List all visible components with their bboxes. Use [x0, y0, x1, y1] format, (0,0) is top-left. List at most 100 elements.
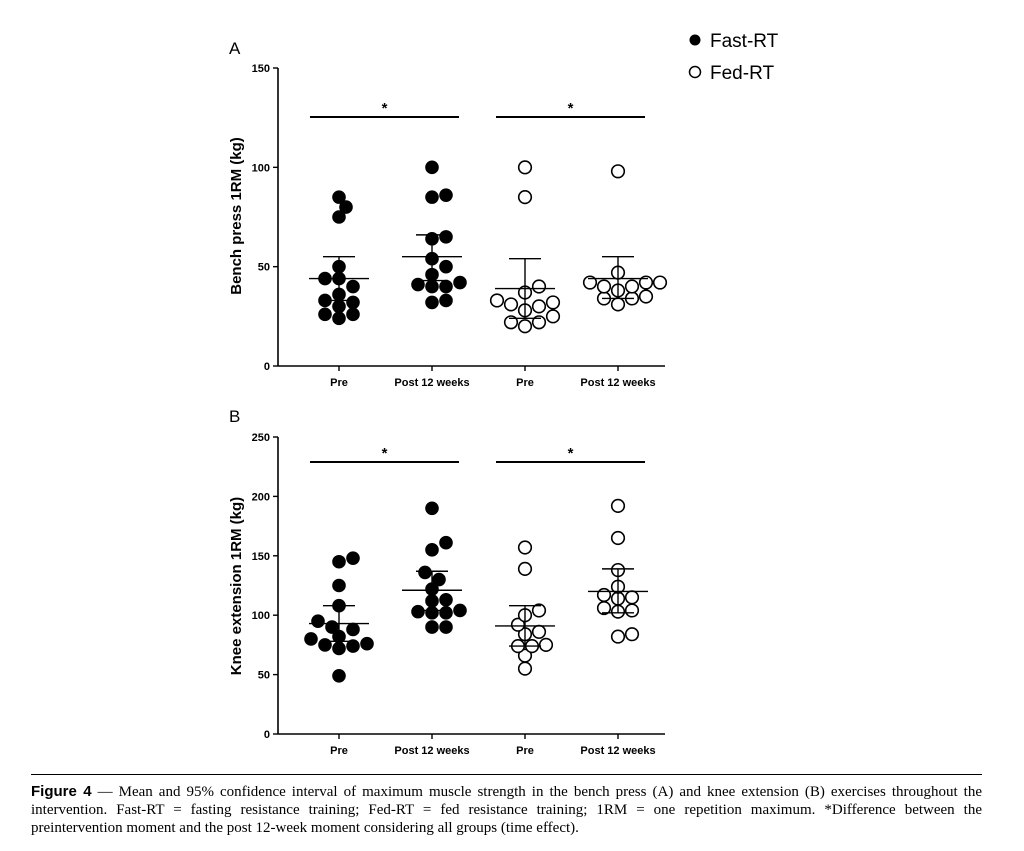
- panel-b-data-point: [624, 590, 640, 605]
- panel-a-data-point: [610, 164, 626, 179]
- panel-a-data-point: [439, 293, 453, 308]
- panel-b-data-point: [325, 620, 339, 634]
- panel-a-data-point: [610, 297, 626, 312]
- panel-b-data-point: [418, 565, 432, 580]
- panel-b-data-point: [332, 668, 346, 683]
- legend: Fast-RT Fed-RT: [688, 31, 779, 84]
- panel-a-data-point: [531, 315, 547, 330]
- panel-a-data-point: [346, 279, 360, 294]
- caption-separator: —: [97, 784, 113, 800]
- panel-a-data-point: [517, 319, 533, 334]
- panel-a-data-point: [439, 188, 453, 202]
- caption-figure-label: Figure 4: [31, 783, 92, 800]
- panel-a-data-point: [425, 160, 439, 175]
- panel-b-data-point: [453, 603, 467, 618]
- panel-b-data-point: [517, 661, 533, 676]
- panel-b-data-point: [332, 554, 346, 569]
- panel-b-y-tick-label: 200: [252, 491, 270, 503]
- panel-a-data-point: [439, 259, 453, 274]
- panel-b-data-point: [311, 614, 325, 628]
- panel-b-category-label: Pre: [516, 745, 534, 757]
- panel-b-data-point: [517, 648, 533, 663]
- caption-divider: [31, 774, 982, 775]
- panel-a-data-point: [332, 299, 346, 314]
- panel-a-data-point: [411, 277, 425, 292]
- panel-b-data-point: [610, 498, 626, 514]
- panel-a-data-point: [517, 190, 533, 205]
- panel-b-data-point: [346, 639, 360, 653]
- panel-a-data-point: [596, 279, 612, 294]
- panel-b-y-tick-label: 50: [258, 670, 270, 682]
- panel-b-y-tick-label: 100: [252, 610, 270, 622]
- panel-b-y-tick-label: 0: [264, 729, 270, 741]
- figure-chart-area: Fast-RT Fed-RT A Bench press 1RM (kg) 0 5…: [228, 31, 779, 757]
- panel-b-significance-asterisk: *: [568, 445, 574, 462]
- panel-b-data-point: [332, 641, 346, 656]
- panel-a-data-point: [582, 275, 598, 290]
- panel-a-y-tick-label: 50: [258, 262, 270, 274]
- panel-b: B Knee extension 1RM (kg) 0 50 100 150 200 25…: [228, 407, 665, 757]
- panel-b-data-point: [304, 632, 318, 646]
- panel-b-data-point: [624, 603, 640, 618]
- panel-b-data-point: [439, 535, 453, 550]
- panel-b-data-point: [439, 592, 453, 607]
- panel-a-y-tick-label: 100: [252, 162, 270, 174]
- panel-b-y-tick-label: 150: [252, 551, 270, 563]
- panel-a-category-label: Pre: [330, 377, 348, 389]
- panel-a-category-label: Post 12 weeks: [580, 377, 655, 389]
- panel-a-data-point: [318, 307, 332, 322]
- figure-caption: Figure 4 — Mean and 95% confidence inter…: [31, 783, 982, 837]
- panel-a-letter: A: [229, 39, 241, 58]
- panel-b-category-label: Pre: [330, 745, 348, 757]
- panel-a-category-label: Post 12 weeks: [394, 377, 469, 389]
- panel-b-letter: B: [229, 407, 240, 426]
- panel-a-data-point: [439, 230, 453, 244]
- panel-b-data-point: [318, 638, 332, 652]
- panel-a-significance-asterisk: *: [568, 100, 574, 117]
- panel-b-data-point: [610, 629, 626, 644]
- panel-b-data-point: [517, 561, 533, 576]
- panel-a-data-point: [638, 275, 654, 290]
- panel-b-data-point: [425, 501, 439, 516]
- panel-b-data-point: [624, 627, 640, 642]
- panel-b-category-label: Post 12 weeks: [394, 745, 469, 757]
- panel-a-y-tick-label: 0: [264, 361, 270, 373]
- panel-a-y-axis-label: Bench press 1RM (kg): [228, 137, 245, 295]
- panel-a-data-point: [439, 279, 453, 294]
- panel-a-data-point: [339, 200, 353, 214]
- panel-a-data-point: [503, 315, 519, 330]
- panel-b-data-point: [538, 637, 554, 653]
- panel-a-data-point: [425, 279, 439, 294]
- panel-a-data-point: [489, 293, 505, 308]
- panel-b-data-point: [425, 543, 439, 557]
- panel-a-data-point: [545, 295, 561, 310]
- panel-b-data-point: [425, 620, 439, 634]
- panel-a-significance-asterisk: *: [382, 100, 388, 117]
- panel-b-data-point: [439, 606, 453, 620]
- panel-a-data-point: [332, 210, 346, 224]
- panel-a-data-point: [652, 275, 668, 290]
- panel-b-category-label: Post 12 weeks: [580, 745, 655, 757]
- legend-label-fed-rt: Fed-RT: [710, 63, 774, 84]
- panel-b-data-point: [610, 530, 626, 546]
- panel-a-data-point: [517, 160, 533, 175]
- panel-a-y-tick-label: 150: [252, 63, 270, 75]
- legend-label-fast-rt: Fast-RT: [710, 31, 779, 52]
- panel-b-data-point: [531, 624, 547, 639]
- panel-b-data-point: [346, 622, 360, 637]
- panel-b-data-point: [531, 603, 547, 618]
- panel-b-data-point: [332, 578, 346, 593]
- panel-a-data-point: [425, 190, 439, 204]
- panel-a-data-point: [531, 279, 547, 294]
- panel-a-data-point: [503, 297, 519, 312]
- panel-a: A Bench press 1RM (kg) 0 50 100 150 Pre Post …: [228, 39, 668, 389]
- panel-b-data-point: [346, 551, 360, 565]
- panel-a-data-point: [624, 279, 640, 294]
- panel-b-y-axis-label: Knee extension 1RM (kg): [228, 497, 245, 675]
- panel-b-data-point: [411, 604, 425, 619]
- panel-b-data-point: [432, 572, 446, 587]
- legend-marker-fed-rt: [688, 65, 702, 79]
- panel-a-data-point: [346, 295, 360, 310]
- panel-a-data-point: [332, 190, 346, 204]
- panel-a-category-label: Pre: [516, 377, 534, 389]
